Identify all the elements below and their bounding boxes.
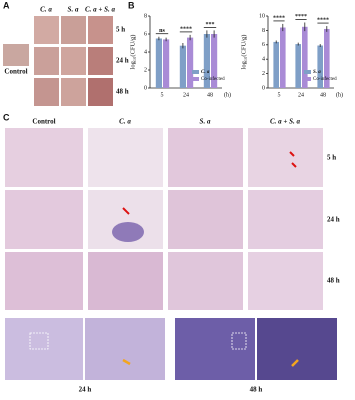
zoom-images — [5, 318, 337, 380]
legend-swatch — [192, 70, 199, 74]
x-tick-label: 5 — [161, 92, 164, 98]
x-tick-label: 48 — [207, 92, 213, 98]
legend-swatch — [192, 77, 199, 81]
row-label: 48 h — [327, 277, 340, 285]
bar — [179, 45, 186, 88]
significance: ns — [159, 28, 165, 34]
y-tick-label: 4 — [262, 57, 265, 63]
x-axis-label: (h) — [224, 91, 231, 98]
y-tick-label: 6 — [262, 42, 265, 48]
panel-label: A — [3, 0, 10, 10]
column-header: C. a — [40, 6, 52, 14]
y-tick-label: 8 — [262, 28, 265, 34]
column-header: S. a — [68, 6, 79, 14]
legend-label: S. a — [313, 70, 321, 75]
legend-swatch — [304, 70, 311, 74]
panel-label: C — [3, 112, 10, 122]
x-tick-label: 48 — [320, 92, 326, 98]
control-label: Control — [4, 68, 27, 76]
bar — [324, 28, 330, 88]
bar — [295, 44, 301, 88]
histology-grid — [5, 128, 323, 310]
bar — [155, 38, 162, 88]
y-axis-label: log₁₀(CFU/g) — [129, 35, 136, 70]
row-label: 24 h — [116, 57, 129, 65]
x-tick-label: 24 — [298, 92, 304, 98]
row-label: 5 h — [116, 26, 125, 34]
column-header: C. a + S. a — [270, 118, 301, 126]
y-tick-label: 0 — [144, 85, 147, 91]
column-header: C. a — [119, 118, 131, 126]
x-axis-label: (h) — [336, 91, 343, 98]
bar — [187, 37, 194, 88]
bar — [203, 34, 210, 88]
column-header: Control — [32, 118, 55, 126]
photo-grid — [34, 16, 113, 106]
column-header: S. a — [200, 118, 211, 126]
significance: **** — [273, 15, 285, 21]
legend-label: Co-infected — [313, 77, 337, 82]
significance: *** — [206, 22, 215, 28]
significance: **** — [180, 26, 192, 32]
column-header: C. a + S. a — [85, 6, 116, 14]
legend-label: C. a — [201, 70, 210, 75]
control-photo — [3, 44, 29, 66]
bar — [273, 41, 279, 88]
row-label: 5 h — [327, 154, 336, 162]
bar — [211, 34, 218, 88]
y-tick-label: 4 — [144, 49, 147, 55]
bar — [280, 27, 286, 88]
bar — [163, 39, 170, 88]
bar — [317, 45, 323, 88]
y-tick-label: 8 — [144, 13, 147, 19]
y-tick-label: 2 — [144, 67, 147, 73]
row-label: 48 h — [116, 88, 129, 96]
x-tick-label: 24 — [183, 92, 189, 98]
y-tick-label: 6 — [144, 31, 147, 37]
bar — [302, 26, 308, 88]
panel-label: B — [128, 0, 135, 10]
caption: 24 h — [79, 386, 92, 394]
y-tick-label: 2 — [262, 71, 265, 77]
y-tick-label: 10 — [259, 13, 265, 19]
y-axis-label: log₁₀(CFU/g) — [240, 35, 247, 70]
legend-label: Co-infected — [201, 77, 225, 82]
significance: **** — [317, 17, 329, 23]
row-label: 24 h — [327, 216, 340, 224]
caption: 48 h — [250, 386, 263, 394]
significance: **** — [295, 14, 307, 20]
x-tick-label: 5 — [278, 92, 281, 98]
legend-swatch — [304, 77, 311, 81]
y-tick-label: 0 — [262, 85, 265, 91]
